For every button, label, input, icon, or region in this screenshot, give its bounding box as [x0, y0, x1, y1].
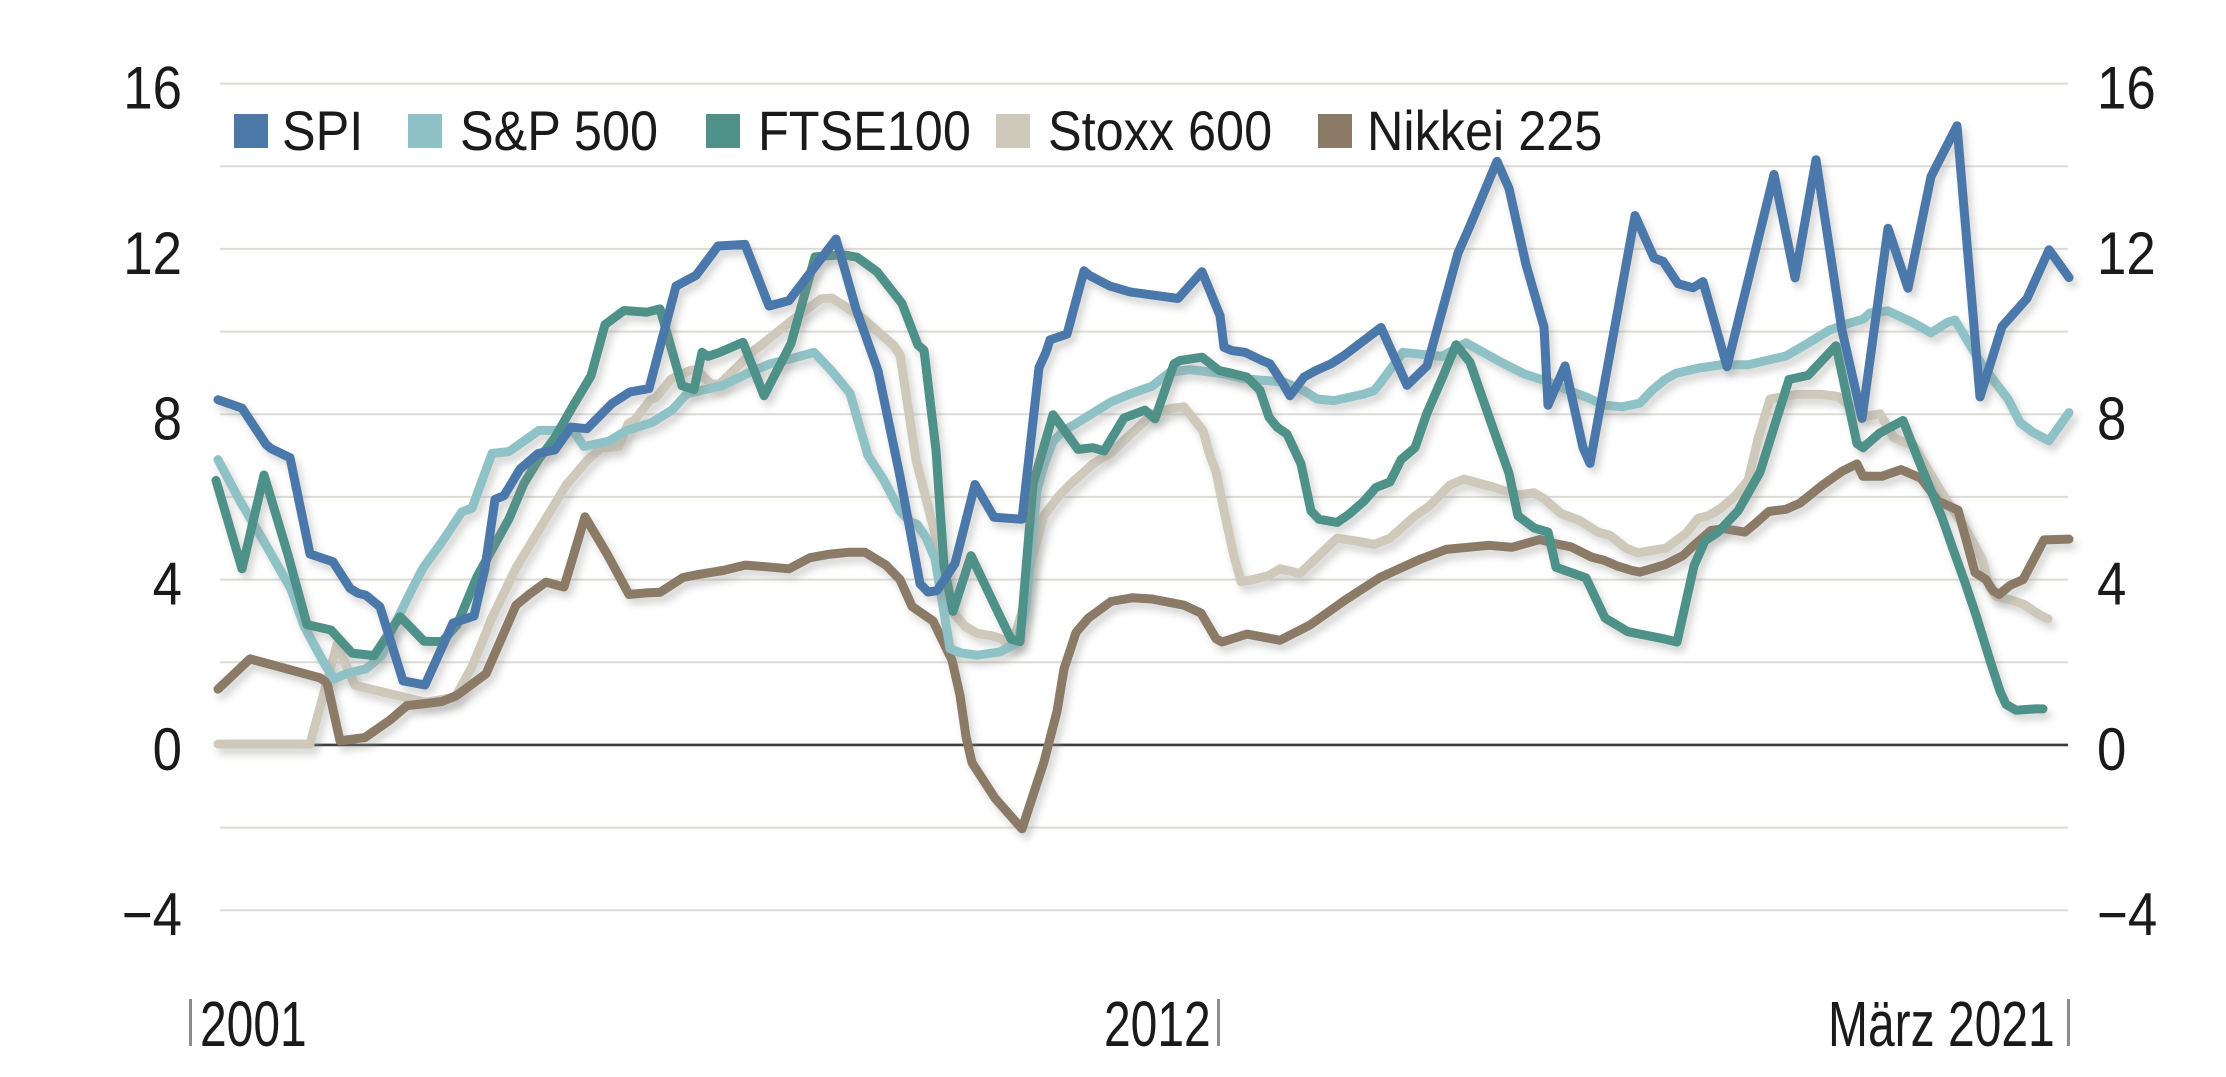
- svg-text:2012: 2012: [1104, 988, 1211, 1059]
- svg-text:8: 8: [153, 385, 182, 452]
- svg-text:März 2021: März 2021: [1828, 988, 2055, 1059]
- svg-text:−4: −4: [122, 881, 182, 948]
- svg-text:S&P 500: S&P 500: [460, 101, 658, 163]
- svg-text:0: 0: [2097, 716, 2126, 783]
- svg-text:Stoxx 600: Stoxx 600: [1048, 101, 1272, 163]
- svg-text:−4: −4: [2097, 881, 2157, 948]
- svg-text:2001: 2001: [200, 988, 307, 1059]
- svg-text:0: 0: [153, 716, 182, 783]
- svg-text:FTSE100: FTSE100: [758, 101, 971, 163]
- svg-text:Nikkei 225: Nikkei 225: [1367, 101, 1602, 163]
- svg-text:16: 16: [123, 54, 182, 121]
- svg-text:16: 16: [2097, 54, 2156, 121]
- svg-text:4: 4: [2097, 550, 2126, 617]
- svg-text:8: 8: [2097, 385, 2126, 452]
- svg-text:12: 12: [2097, 220, 2156, 287]
- svg-text:SPI: SPI: [282, 101, 363, 163]
- svg-text:4: 4: [153, 550, 182, 617]
- svg-text:12: 12: [123, 220, 182, 287]
